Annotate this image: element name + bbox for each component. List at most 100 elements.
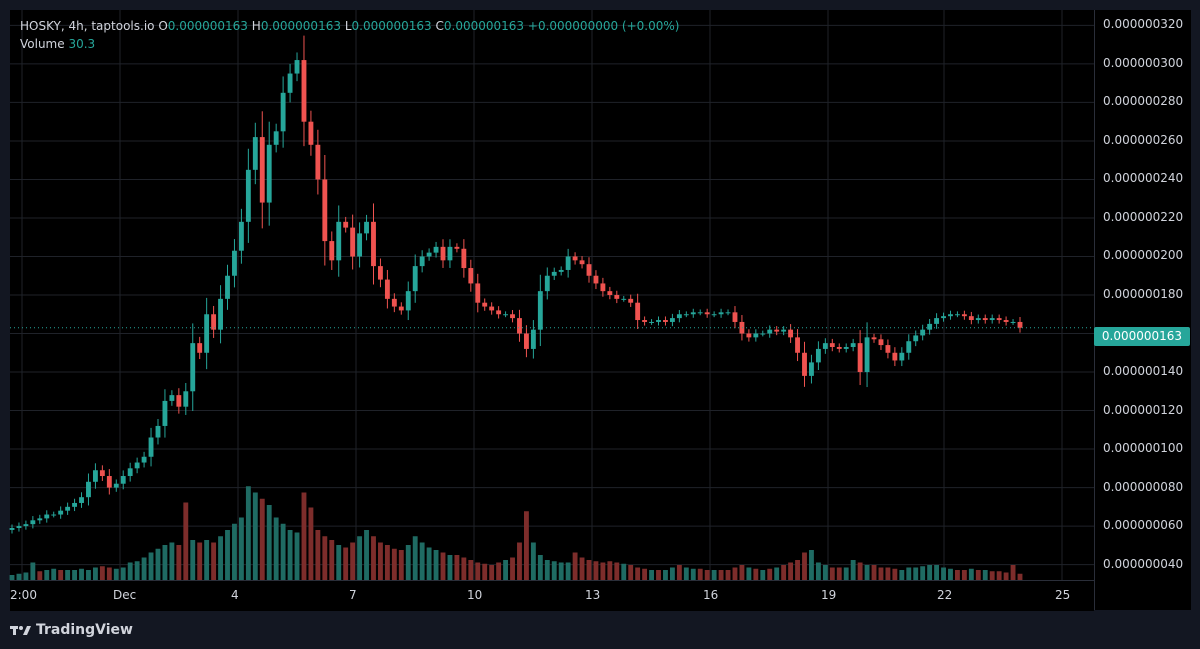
volume-bar (364, 530, 369, 580)
volume-bar (141, 557, 147, 580)
volume-bar (482, 563, 488, 580)
candle-body (635, 302, 641, 321)
candle-body (711, 314, 717, 316)
volume-bar (16, 573, 22, 580)
volume-bar (371, 536, 376, 580)
candle-body (322, 179, 328, 242)
candle-body (1010, 321, 1016, 323)
volume-bar (955, 570, 960, 580)
volume-bar (802, 552, 807, 580)
volume-bar (669, 567, 675, 580)
candle-body (79, 497, 84, 503)
volume-bar (30, 562, 36, 580)
candle-body (892, 352, 898, 361)
volume-bar (864, 565, 870, 580)
candle-body (732, 312, 738, 322)
volume-bar (72, 570, 77, 580)
tradingview-branding[interactable]: TradingView (10, 622, 133, 638)
volume-bar (614, 562, 620, 580)
candle-body (190, 343, 196, 392)
candle-body (44, 514, 50, 519)
candle-body (169, 395, 175, 401)
time-tick-label: 4 (231, 588, 239, 602)
candle-body (669, 318, 675, 322)
volume-bar (822, 565, 828, 580)
volume-bar (266, 505, 272, 580)
volume-bar (941, 567, 946, 580)
volume-bar (739, 565, 745, 580)
volume-bar (878, 567, 884, 580)
time-tick-label: 7 (349, 588, 357, 602)
volume-bar (336, 545, 342, 580)
candle-body (301, 60, 307, 122)
candle-body (600, 283, 606, 292)
candle-body (134, 462, 140, 469)
price-tick-label: 0.000000200 (1103, 248, 1184, 263)
candle-body (1017, 321, 1023, 328)
volume-bar (1003, 572, 1009, 580)
volume-bar (37, 571, 43, 580)
volume-bar (322, 536, 328, 580)
volume-bar (204, 540, 210, 580)
volume-bar (440, 552, 446, 580)
volume-bar (697, 568, 703, 580)
volume-bar (378, 542, 383, 580)
candle-body (329, 241, 335, 261)
price-tick-label: 0.000000260 (1103, 132, 1184, 147)
volume-bar (920, 566, 926, 580)
candle-body (795, 337, 800, 353)
volume-bar (989, 571, 995, 580)
candle-body (941, 316, 946, 319)
volume-bar (468, 560, 474, 580)
time-axis[interactable] (10, 580, 1094, 611)
volume-bar (871, 565, 877, 580)
candle-body (523, 333, 529, 349)
volume-bar (558, 562, 564, 580)
close-label: C (435, 19, 444, 33)
volume-bar (162, 545, 168, 580)
candle-body (822, 343, 828, 349)
candle-body (982, 318, 988, 321)
candle-body (781, 329, 787, 332)
candle-body (621, 298, 627, 300)
volume-bar (649, 570, 654, 580)
candle-body (384, 279, 390, 299)
candle-body (961, 314, 967, 317)
volume-bar (544, 560, 550, 580)
price-tick-label: 0.000000300 (1103, 55, 1184, 70)
candle-body (690, 312, 696, 315)
candle-body (350, 227, 356, 257)
volume-bar (294, 532, 300, 580)
volume-bar (899, 570, 905, 580)
price-axis[interactable] (1094, 10, 1191, 610)
candle-body (357, 233, 363, 257)
volume-bar (934, 565, 940, 580)
candle-body (426, 252, 432, 257)
volume-bar (51, 568, 57, 580)
candle-body (551, 271, 557, 276)
candle-body (913, 335, 919, 342)
low-label: L (344, 19, 352, 33)
candle-body (468, 268, 474, 284)
chart-pane[interactable] (10, 10, 1094, 610)
volume-bar (211, 542, 217, 580)
volume-bar (704, 570, 710, 580)
candle-body (829, 343, 835, 347)
volume-bar (579, 557, 585, 580)
volume-bar (280, 523, 286, 580)
volume-bar (447, 555, 453, 580)
candle-body (927, 323, 933, 330)
volume-bar (836, 567, 842, 580)
price-tick-label: 0.000000080 (1103, 479, 1184, 494)
brand-label: TradingView (36, 622, 133, 638)
candle-body (656, 320, 661, 322)
candle-body (454, 246, 460, 249)
candle-body (245, 169, 251, 222)
volume-bar (454, 555, 460, 580)
volume-bar (711, 570, 717, 580)
volume-bar (1017, 573, 1023, 580)
volume-bar (767, 568, 773, 580)
volume-bar (683, 567, 689, 580)
candle-body (920, 329, 926, 336)
